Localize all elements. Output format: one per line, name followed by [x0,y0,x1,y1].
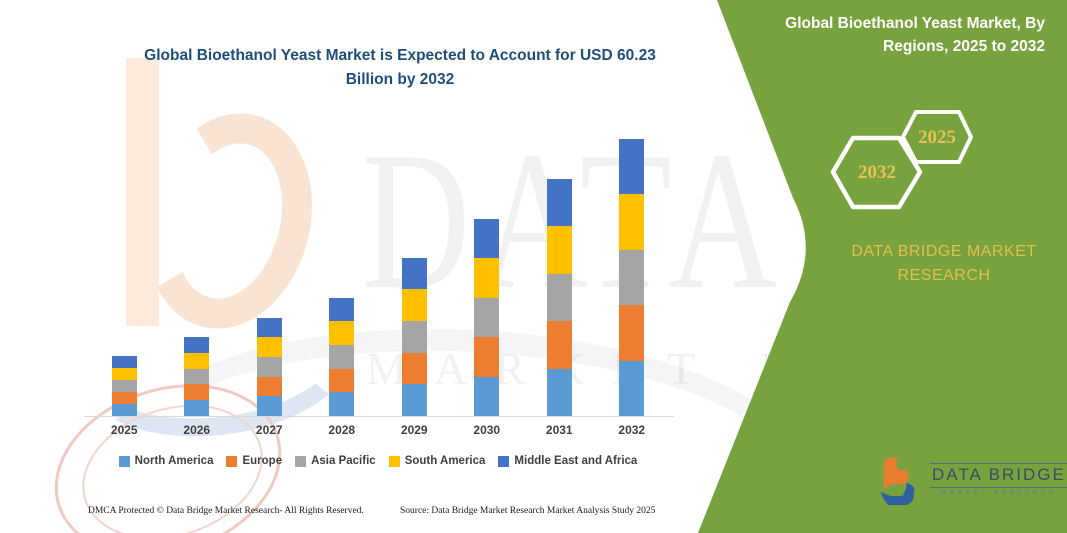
bar-segment-asia-pacific [256,356,282,377]
hexagon-2025-icon [901,110,973,164]
x-axis-label-2026: 2026 [183,423,211,437]
bar-segment-north-america [256,396,282,416]
x-axis-label-2029: 2029 [400,423,428,437]
x-axis-label-2027: 2027 [255,423,283,437]
bar-2032 [596,126,669,416]
bar-segment-europe [256,376,282,397]
bar-stack-2030 [474,218,500,416]
panel-brand-text: DATA BRIDGE MARKET RESEARCH [851,243,1037,284]
bar-2026 [161,126,234,416]
legend-swatch-europe [226,455,238,467]
bar-segment-north-america [329,392,355,416]
bar-segment-south-america [184,352,210,369]
bar-segment-north-america [474,376,500,416]
bar-stack-2026 [184,337,210,416]
x-axis-labels: 2025 2026 2027 2028 2029 2030 2031 2032 [88,423,668,437]
legend: North America Europe Asia Pacific South Ame… [70,455,686,467]
legend-label-europe: Europe [242,455,283,467]
bar-segment-asia-pacific [329,344,355,369]
bar-2025 [88,126,161,416]
bar-segment-south-america [474,258,500,298]
legend-item-north-america: North America [118,455,214,467]
legend-item-europe: Europe [226,455,282,467]
bar-segment-north-america [546,368,572,416]
x-axis-label-2032: 2032 [618,423,646,437]
legend-swatch-north-america [118,455,130,467]
bar-segment-europe [619,305,645,361]
bar-segment-europe [474,337,500,377]
bar-stack-2025 [111,355,137,416]
bar-stack-2029 [401,257,427,416]
bar-segment-middle-east-and-africa [474,218,500,258]
bar-segment-europe [546,321,572,369]
bar-segment-europe [401,352,427,385]
legend-label-middle-east-and-africa: Middle East and Africa [514,455,638,467]
bar-2027 [233,126,306,416]
bar-segment-europe [329,368,355,393]
bar-segment-middle-east-and-africa [329,297,355,322]
hexagon-2032-label: 2032 [858,162,896,183]
bar-segment-middle-east-and-africa [619,139,645,195]
bar-segment-south-america [619,194,645,250]
legend-label-north-america: North America [134,455,214,467]
databridge-logo-b-icon [880,457,915,505]
legend-item-asia-pacific: Asia Pacific [295,455,376,467]
bar-segment-south-america [256,337,282,357]
bar-segment-north-america [184,400,210,416]
bar-segment-north-america [401,384,427,416]
bar-segment-asia-pacific [619,249,645,306]
legend-label-asia-pacific: Asia Pacific [311,455,376,467]
databridge-logo: DATA BRIDGE MARKET RESEARCH [876,455,1067,505]
bar-segment-middle-east-and-africa [401,257,427,290]
legend-swatch-asia-pacific [295,455,307,467]
bar-segment-middle-east-and-africa [256,317,282,338]
bar-stack-2028 [329,297,355,416]
bar-stack-2032 [619,139,645,416]
bar-2030 [451,126,524,416]
panel-title: Global Bioethanol Yeast Market, By Regio… [785,15,1045,56]
legend-label-south-america: South America [404,455,486,467]
bar-segment-south-america [111,367,137,380]
bar-stack-2027 [256,317,282,416]
logo-name: DATA BRIDGE [930,463,1067,488]
bar-segment-asia-pacific [546,273,572,322]
bar-segment-asia-pacific [184,368,210,385]
x-axis-line [84,416,674,417]
plot-area [88,126,668,416]
dmca-footer-text: DMCA Protected © Data Bridge Market Rese… [88,506,364,516]
bar-segment-south-america [329,321,355,345]
legend-swatch-south-america [388,455,400,467]
bar-segment-asia-pacific [401,320,427,353]
bar-segment-europe [184,384,210,401]
bar-segment-middle-east-and-africa [184,337,210,353]
green-panel-path [698,0,1067,533]
x-axis-label-2030: 2030 [473,423,501,437]
bar-segment-europe [111,391,137,404]
bar-2031 [523,126,596,416]
legend-item-middle-east-and-africa: Middle East and Africa [498,455,637,467]
bar-2028 [306,126,379,416]
bar-segment-asia-pacific [474,297,500,337]
hexagon-2025-label: 2025 [918,127,956,148]
bar-stack-2031 [546,179,572,416]
chart-title: Global Bioethanol Yeast Market is Expect… [144,47,656,89]
bar-segment-north-america [111,403,137,416]
legend-swatch-middle-east-and-africa [498,455,510,467]
bar-2029 [378,126,451,416]
legend-item-south-america: South America [388,455,486,467]
source-footer-text: Source: Data Bridge Market Research Mark… [400,506,656,516]
bar-segment-north-america [619,360,645,416]
bar-segment-asia-pacific [111,379,137,392]
x-axis-label-2025: 2025 [110,423,138,437]
x-axis-label-2028: 2028 [328,423,356,437]
bar-segment-south-america [546,226,572,274]
bar-segment-middle-east-and-africa [111,355,137,368]
hexagon-2032-icon [830,135,923,210]
bar-segment-south-america [401,289,427,321]
bar-segment-middle-east-and-africa [546,179,572,227]
logo-subtitle: MARKET RESEARCH [940,490,1057,497]
x-axis-label-2031: 2031 [545,423,573,437]
